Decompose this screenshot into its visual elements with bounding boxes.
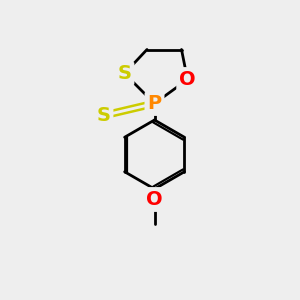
Text: O: O [146, 190, 163, 209]
Text: P: P [147, 94, 162, 113]
Text: S: S [97, 106, 110, 125]
Text: S: S [118, 64, 131, 83]
Text: O: O [179, 70, 196, 89]
